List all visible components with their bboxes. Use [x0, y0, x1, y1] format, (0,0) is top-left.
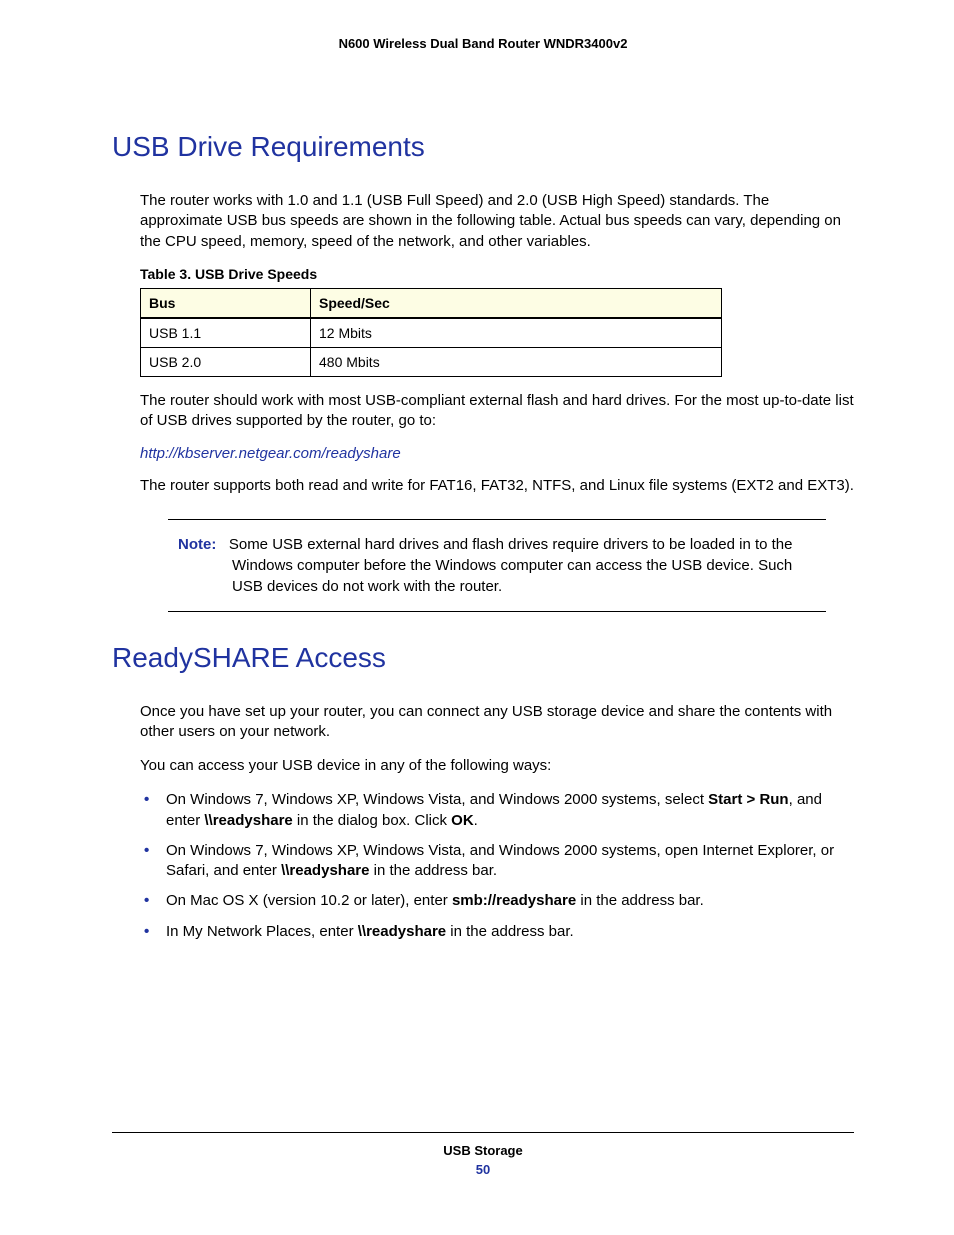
page-footer: USB Storage 50 — [112, 1132, 854, 1177]
text: On Windows 7, Windows XP, Windows Vista,… — [166, 791, 708, 808]
text: On Mac OS X (version 10.2 or later), ent… — [166, 892, 452, 909]
paragraph: The router should work with most USB-com… — [140, 391, 854, 432]
paragraph: Once you have set up your router, you ca… — [140, 702, 854, 743]
table-row: USB 2.0 480 Mbits — [141, 347, 722, 376]
text-bold: \\readyshare — [281, 862, 369, 879]
note-text — [221, 536, 229, 553]
table-cell: USB 1.1 — [141, 318, 311, 348]
text: in the address bar. — [446, 923, 574, 940]
table-header-cell: Speed/Sec — [311, 288, 722, 318]
document-header: N600 Wireless Dual Band Router WNDR3400v… — [112, 36, 854, 51]
text-bold: OK — [451, 812, 474, 829]
paragraph: You can access your USB device in any of… — [140, 756, 854, 776]
access-methods-list: On Windows 7, Windows XP, Windows Vista,… — [140, 790, 854, 942]
table-cell: USB 2.0 — [141, 347, 311, 376]
list-item: In My Network Places, enter \\readyshare… — [140, 922, 854, 942]
text-bold: \\readyshare — [358, 923, 446, 940]
text: . — [474, 812, 478, 829]
usb-speeds-table: Bus Speed/Sec USB 1.1 12 Mbits USB 2.0 4… — [140, 288, 722, 377]
footer-section-title: USB Storage — [112, 1143, 854, 1158]
text: In My Network Places, enter — [166, 923, 358, 940]
text-bold: smb://readyshare — [452, 892, 576, 909]
table-cell: 480 Mbits — [311, 347, 722, 376]
text: On Windows 7, Windows XP, Windows Vista,… — [166, 842, 834, 879]
table-header-row: Bus Speed/Sec — [141, 288, 722, 318]
note-box: Note: Some USB external hard drives and … — [168, 519, 826, 612]
table-header-cell: Bus — [141, 288, 311, 318]
footer-page-number: 50 — [112, 1162, 854, 1177]
note-body: Some USB external hard drives and flash … — [229, 536, 793, 595]
table-row: USB 1.1 12 Mbits — [141, 318, 722, 348]
table-cell: 12 Mbits — [311, 318, 722, 348]
table-caption: Table 3. USB Drive Speeds — [140, 266, 854, 282]
paragraph: The router supports both read and write … — [140, 476, 854, 496]
list-item: On Windows 7, Windows XP, Windows Vista,… — [140, 841, 854, 882]
readyshare-link[interactable]: http://kbserver.netgear.com/readyshare — [140, 445, 854, 462]
note-label: Note: — [178, 536, 216, 553]
paragraph: The router works with 1.0 and 1.1 (USB F… — [140, 191, 854, 252]
text: in the address bar. — [576, 892, 704, 909]
text: in the address bar. — [369, 862, 497, 879]
text-bold: Start > Run — [708, 791, 788, 808]
text: in the dialog box. Click — [293, 812, 451, 829]
section-heading-usb-requirements: USB Drive Requirements — [112, 131, 854, 163]
section-heading-readyshare: ReadySHARE Access — [112, 642, 854, 674]
list-item: On Windows 7, Windows XP, Windows Vista,… — [140, 790, 854, 831]
list-item: On Mac OS X (version 10.2 or later), ent… — [140, 891, 854, 911]
text-bold: \\readyshare — [204, 812, 292, 829]
